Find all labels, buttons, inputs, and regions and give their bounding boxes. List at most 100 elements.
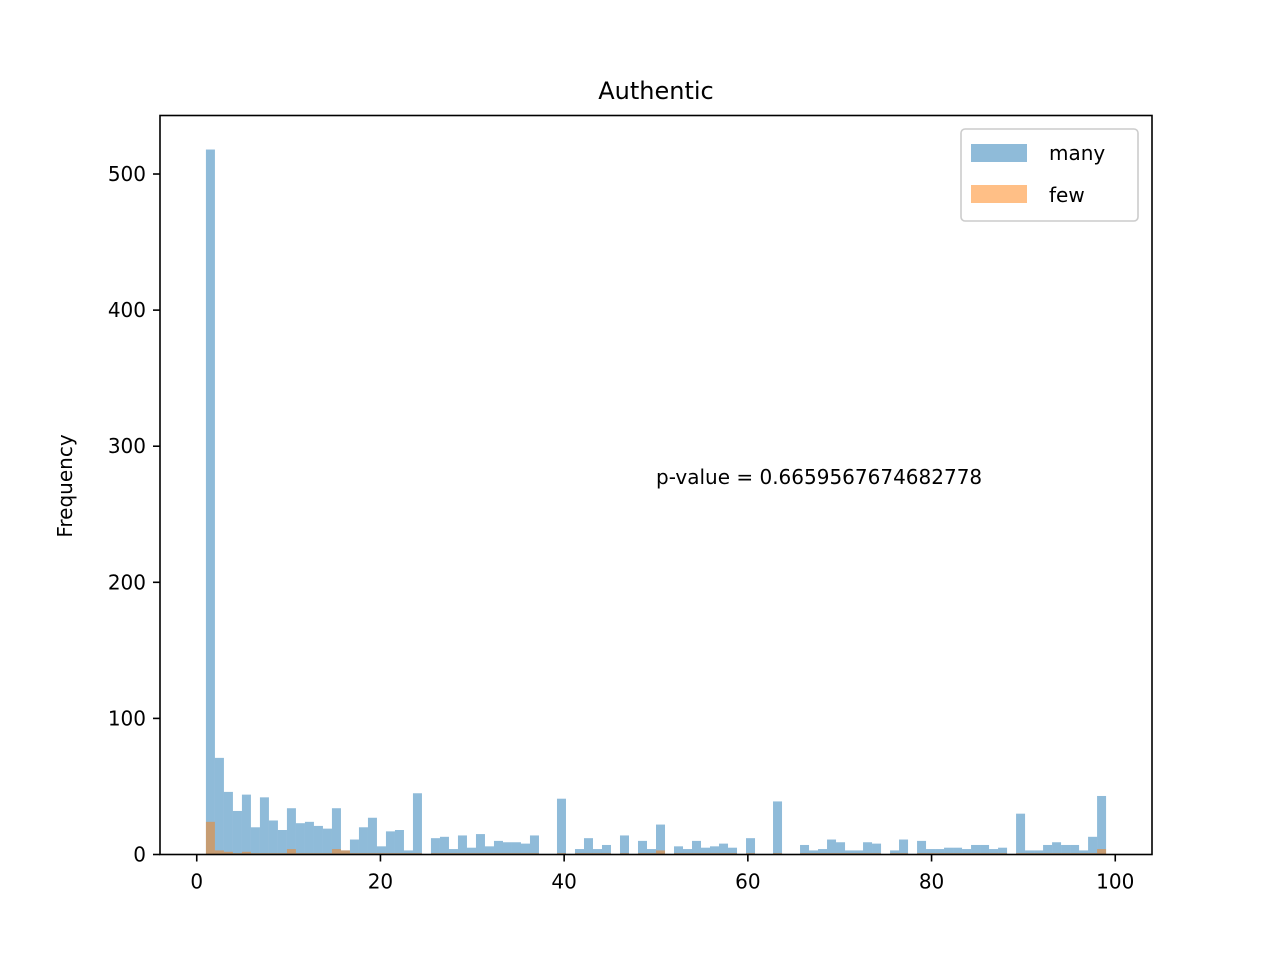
bar-many-63 <box>773 801 783 855</box>
bar-many-22 <box>403 850 413 855</box>
bar-many-90 <box>1016 813 1026 855</box>
bar-many-29 <box>466 847 476 855</box>
bar-few-9 <box>286 849 296 855</box>
bar-many-26 <box>439 836 449 855</box>
bar-many-94 <box>1052 842 1062 855</box>
bar-many-49 <box>646 849 656 855</box>
bar-many-56 <box>710 846 720 855</box>
bar-many-33 <box>502 842 512 855</box>
bar-many-66 <box>800 844 810 855</box>
bar-many-85 <box>971 844 981 855</box>
bar-many-96 <box>1070 844 1080 855</box>
bar-many-43 <box>592 849 602 855</box>
bar-many-74 <box>872 843 882 855</box>
bar-many-50 <box>656 824 666 855</box>
bar-many-9 <box>286 808 296 855</box>
chart-title: Authentic <box>598 77 714 105</box>
x-tick-label-60: 60 <box>735 870 760 894</box>
plot-frame <box>159 114 1153 856</box>
bar-few-4 <box>241 851 251 855</box>
bar-many-93 <box>1043 844 1053 855</box>
bar-many-28 <box>457 835 467 855</box>
bar-many-88 <box>998 847 1008 855</box>
bar-many-12 <box>313 825 323 855</box>
bar-many-99 <box>1097 795 1107 855</box>
bar-many-72 <box>854 850 864 855</box>
y-axis-label: Frequency <box>53 434 77 537</box>
bar-many-77 <box>899 839 909 855</box>
bar-many-60 <box>746 838 756 855</box>
bar-many-57 <box>719 843 729 855</box>
x-tick-label-100: 100 <box>1096 870 1134 894</box>
x-tick-label-20: 20 <box>368 870 393 894</box>
bar-few-0 <box>205 821 215 855</box>
bar-many-58 <box>728 847 738 855</box>
bars-layer <box>205 149 1107 855</box>
bar-many-7 <box>268 820 278 855</box>
bar-many-3 <box>232 810 242 855</box>
bar-many-83 <box>953 847 963 855</box>
bar-many-80 <box>926 849 936 855</box>
bar-few-1 <box>214 850 224 855</box>
bar-many-82 <box>944 847 954 855</box>
bar-many-27 <box>448 849 458 855</box>
x-tick-label-40: 40 <box>551 870 576 894</box>
bar-many-8 <box>277 830 287 855</box>
bar-many-34 <box>511 842 521 855</box>
bar-many-6 <box>259 797 269 855</box>
bar-many-17 <box>358 827 368 855</box>
bar-many-81 <box>935 849 945 855</box>
bar-few-14 <box>331 849 341 855</box>
bar-many-48 <box>637 840 647 855</box>
bar-many-98 <box>1088 836 1098 855</box>
bar-many-30 <box>475 834 485 855</box>
y-tick-label-400: 400 <box>108 298 146 322</box>
bar-many-1 <box>214 757 224 855</box>
bar-many-97 <box>1079 850 1089 855</box>
bar-many-32 <box>493 840 503 855</box>
bar-few-2 <box>223 851 233 855</box>
bar-many-13 <box>322 828 332 855</box>
bar-many-67 <box>809 850 819 855</box>
bar-many-73 <box>863 842 873 855</box>
legend-swatch-few <box>971 185 1027 203</box>
y-tick-label-100: 100 <box>108 706 146 730</box>
bar-many-25 <box>430 838 440 855</box>
bar-many-79 <box>917 840 927 855</box>
p-value-annotation: p-value = 0.6659567674682778 <box>656 465 982 489</box>
bar-many-68 <box>818 849 828 855</box>
x-tick-label-0: 0 <box>190 870 203 894</box>
bar-many-86 <box>980 844 990 855</box>
bar-many-69 <box>827 839 837 855</box>
x-axis: 0 20 40 60 80 100 <box>190 854 1134 894</box>
bar-many-11 <box>304 821 314 855</box>
bar-many-5 <box>250 827 260 855</box>
bar-many-10 <box>295 823 305 855</box>
bar-many-55 <box>701 847 711 855</box>
bar-many-4 <box>241 794 251 855</box>
bar-few-15 <box>340 850 350 855</box>
bar-many-21 <box>394 830 404 855</box>
bar-many-35 <box>520 843 530 855</box>
x-tick-label-80: 80 <box>919 870 944 894</box>
bar-many-39 <box>556 798 566 855</box>
bar-many-16 <box>349 839 359 855</box>
legend-label-many: many <box>1049 141 1105 165</box>
bar-many-76 <box>890 850 900 855</box>
bar-many-20 <box>385 831 395 855</box>
bar-many-54 <box>692 840 702 855</box>
bar-many-53 <box>683 849 693 855</box>
y-axis: 0 100 200 300 400 500 <box>108 162 160 867</box>
bar-many-92 <box>1034 850 1044 855</box>
legend-swatch-many <box>971 144 1027 162</box>
bar-many-70 <box>836 842 846 855</box>
bar-many-31 <box>484 846 494 855</box>
legend-label-few: few <box>1049 183 1085 207</box>
y-tick-label-300: 300 <box>108 434 146 458</box>
bar-many-0 <box>205 149 215 855</box>
bar-many-52 <box>674 846 684 855</box>
bar-many-84 <box>962 849 972 855</box>
bar-many-2 <box>223 791 233 855</box>
bar-many-91 <box>1025 850 1035 855</box>
